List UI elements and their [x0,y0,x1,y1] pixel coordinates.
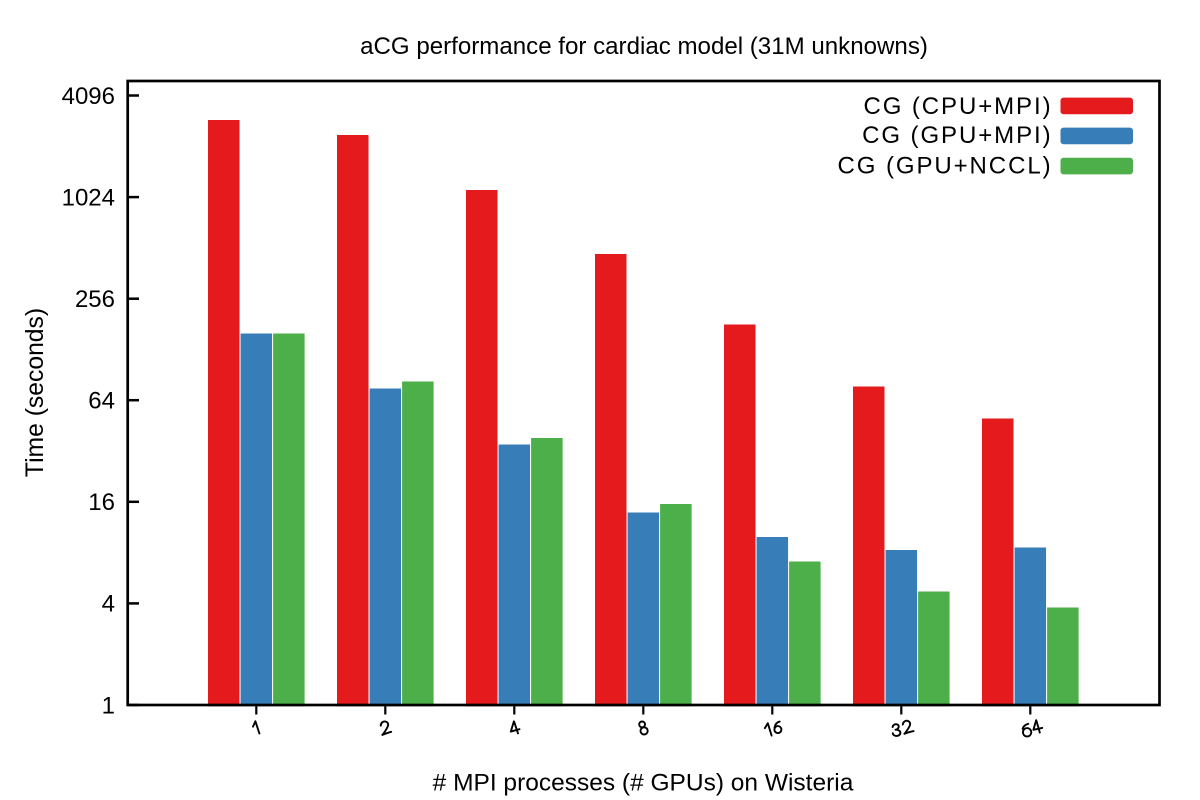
svg-text:1024: 1024 [62,184,115,211]
svg-text:64: 64 [88,388,115,415]
svg-text:256: 256 [75,286,115,313]
svg-text:4: 4 [102,591,115,618]
svg-text:4096: 4096 [62,83,115,110]
svg-text:Time (seconds): Time (seconds) [22,308,49,477]
svg-text:# MPI processes (# GPUs) on Wi: # MPI processes (# GPUs) on Wisteria [433,770,854,797]
svg-text:aCG performance for cardiac mo: aCG performance for cardiac model (31M u… [360,33,928,60]
svg-text:1: 1 [102,692,115,719]
svg-text:16: 16 [88,489,115,516]
svg-text:CG (GPU+NCCL): CG (GPU+NCCL) [838,152,1053,179]
svg-text:CG (GPU+MPI): CG (GPU+MPI) [862,122,1052,149]
svg-text:CG (CPU+MPI): CG (CPU+MPI) [863,93,1052,120]
